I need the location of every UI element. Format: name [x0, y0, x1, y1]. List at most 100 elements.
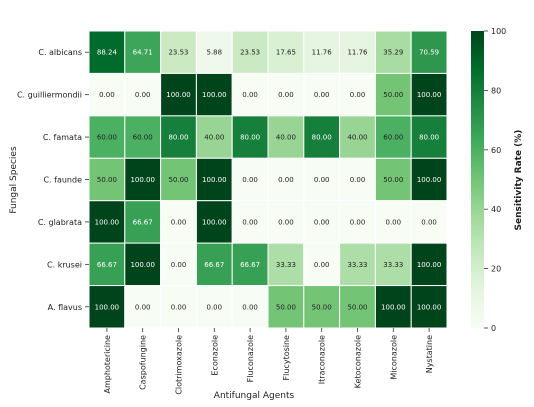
cell-value-label: 17.65: [276, 49, 296, 57]
cell-value-label: 88.24: [97, 49, 118, 57]
cell-value-label: 0.00: [314, 218, 330, 226]
heatmap-cell: [339, 285, 376, 329]
x-tick-label: Clotrimoxazole: [175, 335, 184, 395]
cell-value-label: 0.00: [314, 261, 330, 269]
cell-value-label: 64.71: [133, 49, 153, 57]
x-axis-label: Antifungal Agents: [214, 391, 295, 401]
cell-value-label: 50.00: [383, 91, 403, 99]
heatmap-cell: [303, 157, 341, 202]
cell-value-label: 66.67: [240, 261, 260, 269]
cell-value-label: 0.00: [99, 91, 115, 99]
cell-value-label: 0.00: [350, 91, 366, 99]
heatmap-cell: [303, 285, 341, 329]
heatmap-cell: [374, 200, 412, 244]
cell-value-label: 33.33: [276, 261, 296, 269]
cell-value-label: 60.00: [383, 134, 403, 142]
cell-value-label: 0.00: [242, 176, 258, 184]
colorbar-ticks: 0 20 40 60 80 100: [484, 27, 506, 333]
heatmap-cell: [124, 72, 162, 117]
cell-value-label: 100.00: [417, 91, 442, 99]
cell-value-label: 0.00: [278, 218, 294, 226]
cell-value-label: 100.00: [202, 91, 227, 99]
cell-value-label: 35.29: [383, 49, 403, 57]
cell-value-label: 11.76: [312, 49, 333, 57]
cell-value-label: 0.00: [207, 303, 223, 311]
heatmap-cell: [339, 200, 376, 244]
cell-value-label: 100.00: [95, 218, 120, 226]
cell-value-label: 70.59: [419, 49, 439, 57]
cell-value-label: 50.00: [383, 176, 403, 184]
cell-value-label: 33.33: [347, 261, 367, 269]
y-tick-label: C. guilliermondii: [17, 91, 82, 100]
cell-value-label: 0.00: [242, 218, 258, 226]
x-tick-label: Itraconazole: [318, 335, 327, 384]
x-tick-label: Econazole: [210, 335, 219, 376]
x-tick-label: Caspofungine: [139, 335, 148, 390]
cell-value-label: 0.00: [171, 303, 187, 311]
cell-value-label: 5.88: [207, 49, 223, 57]
x-tick-label: Amphotericine: [103, 335, 112, 394]
cell-value-label: 0.00: [171, 218, 187, 226]
heatmap-cell: [410, 200, 448, 244]
cell-value-label: 100.00: [130, 176, 155, 184]
heatmap-cell: [410, 115, 448, 159]
heatmap-cell: [195, 285, 233, 329]
heatmap-cell: [374, 242, 412, 287]
cell-value-label: 60.00: [97, 134, 117, 142]
x-tick-label: Miconazole: [389, 335, 398, 380]
cell-value-label: 100.00: [95, 303, 120, 311]
cell-value-label: 11.76: [347, 49, 368, 57]
y-tick-label: C. glabrata: [38, 218, 82, 227]
cell-value-label: 0.00: [350, 218, 366, 226]
heatmap-cell: [88, 242, 126, 287]
y-axis-ticks: C. albicans C. guilliermondii C. famata C. …: [17, 48, 89, 312]
colorbar-label: Sensitivity Rate (%): [514, 130, 524, 231]
cell-value-label: 100.00: [202, 176, 227, 184]
heatmap-cell: [339, 115, 376, 159]
colorbar-tick-label: 0: [491, 324, 496, 333]
cell-value-label: 80.00: [168, 134, 188, 142]
heatmap-cell: [267, 157, 305, 202]
cell-value-label: 23.53: [168, 49, 188, 57]
cell-value-label: 50.00: [276, 303, 296, 311]
colorbar-tick-label: 80: [491, 86, 501, 95]
heatmap-cell: [410, 157, 448, 202]
cell-value-label: 100.00: [381, 303, 406, 311]
cell-value-label: 0.00: [135, 91, 151, 99]
x-tick-label: Ketoconazole: [354, 335, 363, 388]
heatmap-cell: [374, 285, 412, 329]
y-tick-label: C. faunde: [43, 176, 82, 185]
cell-value-label: 66.67: [97, 261, 117, 269]
colorbar-tick-label: 60: [491, 146, 501, 155]
cell-value-label: 80.00: [312, 134, 332, 142]
heatmap-cell: [374, 115, 412, 159]
cell-value-label: 0.00: [278, 91, 294, 99]
heatmap-cell: [267, 242, 305, 287]
cell-value-label: 66.67: [204, 261, 224, 269]
heatmap-cell: [303, 115, 341, 159]
heatmap-cell: [124, 115, 162, 159]
heatmap-cell: [339, 72, 376, 117]
y-tick-label: C. krusei: [47, 260, 82, 269]
heatmap-cell: [374, 72, 412, 117]
cell-value-label: 23.53: [240, 49, 260, 57]
cell-value-label: 50.00: [312, 303, 332, 311]
heatmap-cell: [160, 242, 197, 287]
cell-value-label: 33.33: [383, 261, 403, 269]
y-tick-label: C. famata: [43, 133, 82, 142]
heatmap-cell: [303, 200, 341, 244]
heatmap-cell-labels: 88.24 64.71 23.53 5.88 23.53 17.65 11.76 11.76 3…: [95, 49, 442, 312]
cell-value-label: 100.00: [417, 303, 442, 311]
cell-value-label: 66.67: [133, 218, 153, 226]
heatmap-cell: [88, 157, 126, 202]
x-tick-label: Nystatine: [425, 335, 434, 373]
cell-value-label: 50.00: [347, 303, 367, 311]
heatmap-cell: [124, 30, 162, 74]
heatmap-cell: [267, 285, 305, 329]
cell-value-label: 50.00: [168, 176, 188, 184]
cell-value-label: 40.00: [347, 134, 367, 142]
heatmap-cell: [231, 242, 269, 287]
heatmap-cell: [303, 72, 341, 117]
heatmap-cell: [88, 115, 126, 159]
colorbar-tick-label: 100: [491, 27, 506, 36]
